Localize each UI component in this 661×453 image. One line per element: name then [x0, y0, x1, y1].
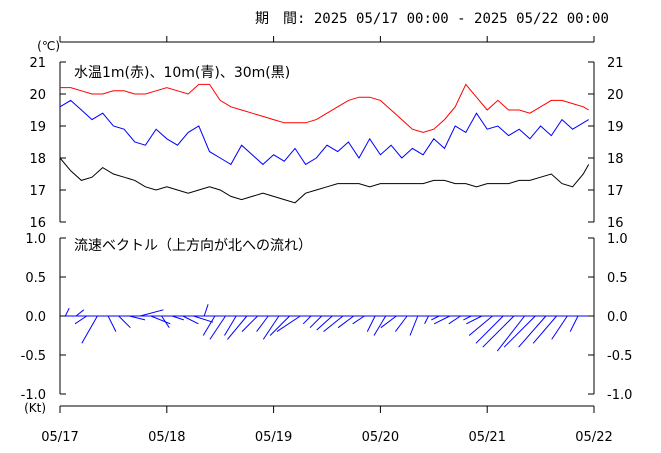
bottom-time-axis: 05/17 05/18 05/19 05/20 05/21 05/22 [41, 405, 613, 445]
current-ytick-label-right: 0.0 [607, 310, 628, 325]
current-vector [352, 315, 365, 325]
current-vector [75, 309, 85, 317]
x-tick-label: 05/17 [41, 430, 78, 445]
current-vector [182, 315, 199, 325]
x-tick-label: 05/19 [255, 430, 292, 445]
current-vector [81, 315, 98, 344]
current-vector [373, 315, 387, 336]
temp-ytick-label-right: 18 [607, 152, 624, 167]
current-vector [118, 315, 131, 329]
current-ytick-label-left: 1.0 [25, 232, 46, 247]
temp-ytick-label-right: 19 [607, 120, 624, 135]
temp-ytick-label-left: 19 [29, 120, 46, 135]
current-ytick-label-right: 0.5 [607, 271, 628, 286]
current-vector [475, 315, 504, 344]
current-ytick-label-left: 0.0 [25, 310, 46, 325]
current-vector [551, 315, 568, 340]
current-panel-title: 流速ベクトル（上方向が北への流れ） [74, 238, 312, 254]
current-vector [171, 315, 184, 321]
current-unit-label: (Kt) [24, 401, 46, 415]
current-vector [107, 315, 117, 332]
current-vector [394, 315, 408, 332]
top-time-axis [59, 36, 595, 43]
temp-unit-label: (℃) [37, 39, 60, 53]
current-vector [276, 315, 301, 333]
current-vector [241, 315, 258, 332]
current-vector [227, 315, 248, 340]
current-vector [203, 304, 209, 317]
current-ytick-label-right: -1.0 [607, 388, 632, 403]
current-vector [532, 315, 557, 344]
period-range: 2025 05/17 00:00 - 2025 05/22 00:00 [313, 11, 609, 27]
temp-ytick-label-left: 21 [29, 56, 46, 71]
series-line-10m [59, 99, 589, 166]
current-vector [262, 315, 280, 340]
current-vector [209, 315, 226, 340]
x-tick-label: 05/22 [575, 430, 612, 445]
temp-ytick-label-left: 16 [29, 216, 46, 231]
current-vector [150, 315, 171, 325]
current-vector [433, 315, 451, 325]
temperature-panel: (℃) 21 21 20 20 19 19 18 18 17 17 16 16 水温1m(赤)、10m… [29, 39, 623, 231]
period-label: 期 間: [255, 11, 306, 27]
current-vector [503, 315, 536, 348]
current-vector [74, 315, 87, 325]
temp-ytick-label-right: 20 [607, 88, 624, 103]
current-vector [323, 315, 344, 332]
current-vector [269, 315, 290, 336]
current-vector [431, 315, 440, 321]
current-ytick-label-left: -1.0 [21, 388, 46, 403]
current-vector [193, 315, 214, 323]
series-line-1m [60, 83, 589, 133]
temp-panel-title: 水温1m(赤)、10m(青)、30m(黒) [74, 65, 290, 81]
current-vector [139, 309, 164, 317]
current-ytick-label-left: -0.5 [21, 349, 46, 364]
x-tick-label: 05/21 [468, 430, 505, 445]
temp-ytick-label-right: 17 [607, 184, 624, 199]
current-ytick-label-right: -0.5 [607, 349, 632, 364]
temp-ytick-label-left: 17 [29, 184, 46, 199]
current-vector [569, 315, 579, 332]
current-ytick-label-left: 0.5 [25, 271, 46, 286]
current-vector [424, 315, 429, 325]
current-vector [380, 315, 397, 329]
temp-ytick-label-left: 18 [29, 152, 46, 167]
current-vector [337, 315, 355, 329]
current-vector [448, 315, 461, 325]
current-vector [463, 315, 472, 321]
current-vector [466, 315, 483, 325]
period-readout: 期 間: 2025 05/17 00:00 - 2025 05/22 00:00 [255, 8, 609, 28]
current-vector [64, 307, 70, 317]
x-tick-label: 05/20 [362, 430, 399, 445]
x-tick-label: 05/18 [148, 430, 185, 445]
current-vector [202, 315, 216, 336]
temp-ytick-label-right: 21 [607, 56, 624, 71]
current-vector [309, 315, 323, 329]
current-vector [518, 315, 547, 348]
current-vector [256, 315, 269, 332]
temp-ytick-label-left: 20 [29, 88, 46, 103]
current-vector [482, 315, 515, 348]
current-vector [409, 315, 419, 336]
current-vector [161, 315, 170, 328]
current-ytick-label-right: 1.0 [607, 232, 628, 247]
current-vector [496, 315, 525, 352]
temp-ytick-label-right: 16 [607, 216, 624, 231]
current-vector [316, 315, 333, 331]
current-vector [129, 315, 146, 321]
current-vector [468, 315, 493, 336]
current-vector [302, 315, 312, 325]
series-line-30m [59, 157, 590, 204]
current-vector [366, 315, 376, 332]
current-vector [224, 315, 237, 336]
current-vector-panel: 1.0 1.0 0.5 0.5 0.0 0.0 -0.5 -0.5 -1.0 -1.0 流速ベクト… [21, 232, 633, 415]
